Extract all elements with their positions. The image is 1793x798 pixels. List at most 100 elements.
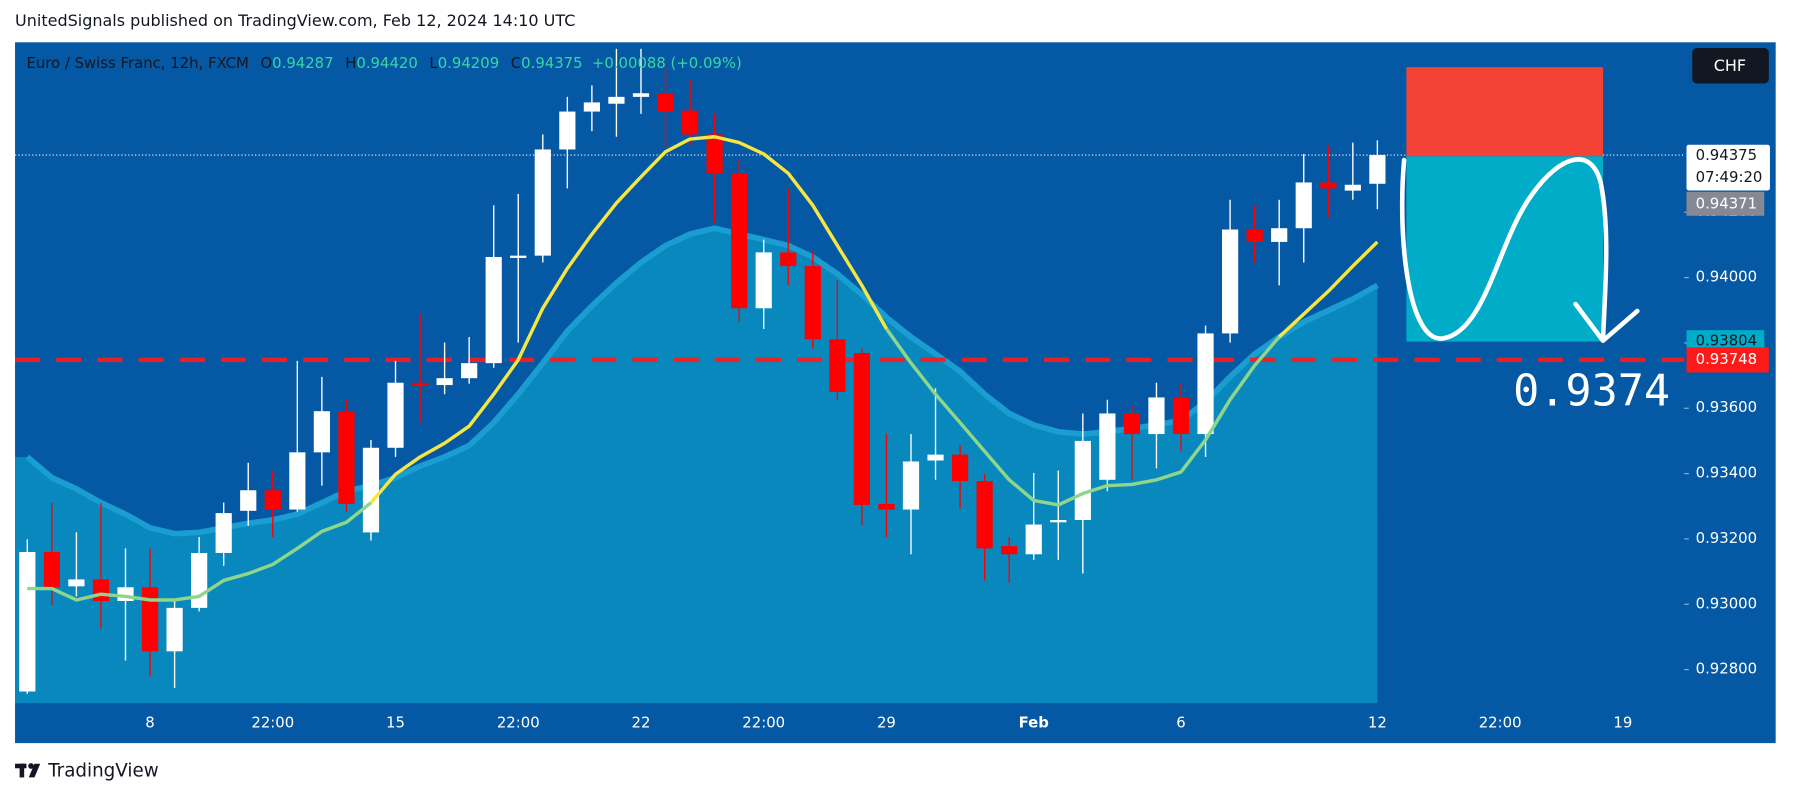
candle-body [780, 252, 797, 267]
entry-price-box [1686, 191, 1765, 216]
y-tick-label: 0.93600 [1696, 398, 1757, 416]
publisher-line: UnitedSignals published on TradingView.c… [15, 11, 575, 30]
candle-body [706, 134, 723, 174]
candle-body [485, 256, 502, 364]
legend-change: +0.00088 (+0.09%) [592, 54, 742, 72]
x-tick-label: 8 [145, 714, 154, 732]
candle-body [362, 447, 380, 533]
candle-body [1320, 182, 1337, 189]
candle-body [1295, 182, 1312, 229]
candle-body [215, 513, 232, 553]
level-price-box [1686, 347, 1769, 373]
candle-body [387, 382, 404, 448]
logo-part [19, 763, 25, 778]
legend-label: O [260, 54, 272, 72]
candle-body [338, 411, 355, 504]
target-price-box [1686, 330, 1765, 354]
currency-badge[interactable] [1692, 48, 1769, 84]
currency-label: CHF [1714, 56, 1746, 75]
last-price-label: 0.94375 [1696, 146, 1757, 164]
last-price-box [1686, 144, 1770, 191]
x-tick-label: 12 [1368, 714, 1387, 732]
candle-body [534, 149, 551, 256]
axis-layer: 0.92800 0.93000 0.93200 0.93400 0.93600 0.938… [145, 144, 1770, 732]
candle-body [927, 454, 944, 461]
drawn-arrow [1399, 157, 1609, 341]
candle-body [951, 454, 969, 482]
candle-body [1197, 333, 1214, 435]
level-annotation: 0.9374 [1513, 367, 1670, 417]
candle-body [829, 339, 846, 392]
candle-body [1099, 413, 1116, 480]
x-tick-label: 22:00 [497, 714, 540, 732]
level-layer [15, 154, 1685, 363]
candle-body [289, 452, 306, 510]
candle-body [878, 503, 895, 510]
candle-body [92, 579, 110, 602]
arrow-head [1573, 301, 1640, 343]
area-fill [15, 228, 1378, 704]
x-tick-label: 22 [632, 714, 651, 732]
ma-line [369, 135, 1379, 504]
candle-body [19, 551, 36, 692]
candle-body [632, 93, 650, 97]
candle-body [313, 411, 330, 453]
legend-label: C [511, 54, 521, 72]
brand-logo [15, 763, 41, 778]
candle-body [1025, 524, 1042, 555]
candle-body [1123, 413, 1141, 435]
candle-body [681, 110, 699, 135]
target-price-label: 0.93804 [1696, 332, 1757, 350]
legend-label: L [429, 54, 438, 72]
candle-body [731, 173, 748, 309]
candle-body [1221, 229, 1239, 334]
candle-body [1148, 397, 1165, 435]
legend-value: 0.94420 [356, 54, 417, 72]
ma-layer [27, 135, 1379, 602]
entry-price-label: 0.94371 [1696, 194, 1757, 212]
candle-body [755, 252, 772, 309]
candle-body [461, 363, 478, 379]
ma-line [27, 327, 1281, 602]
legend-symbol: Euro / Swiss Franc, 12h, FXCM [26, 54, 248, 72]
x-tick-label: 15 [386, 714, 405, 732]
x-tick-label: Feb [1019, 714, 1049, 732]
candle-body [976, 481, 993, 549]
candle-body [411, 382, 429, 387]
x-tick-label: 6 [1176, 714, 1185, 732]
candle-body [191, 552, 208, 608]
stop-zone [1406, 67, 1604, 157]
candle-body [902, 461, 920, 510]
candle-body [510, 255, 527, 258]
candle-body [1271, 228, 1288, 242]
candle-body [804, 266, 821, 340]
x-tick-label: 29 [877, 714, 896, 732]
legend-value: 0.94287 [272, 54, 333, 72]
brand-name: TradingView [47, 761, 159, 782]
y-tick-label: 0.92800 [1696, 660, 1757, 678]
candle-body [240, 490, 257, 511]
candle-body [1001, 546, 1018, 555]
x-tick-label: 22:00 [251, 714, 294, 732]
countdown-label: 07:49:20 [1696, 168, 1763, 186]
candle-body [559, 111, 576, 150]
y-tick-label: 0.93400 [1696, 464, 1757, 482]
candle-body [583, 102, 600, 112]
legend-value: 0.94209 [438, 54, 499, 72]
logo-part [28, 763, 34, 769]
level-price-label: 0.93748 [1696, 350, 1757, 368]
candle-body [1246, 229, 1263, 242]
candle-body [68, 579, 85, 587]
candle-body [608, 96, 625, 104]
y-tick-label: 0.93200 [1696, 529, 1757, 547]
candle-body [1050, 519, 1067, 523]
x-tick-label: 19 [1613, 714, 1632, 732]
legend: Euro / Swiss Franc, 12h, FXCM O0.94287 H… [26, 54, 741, 72]
logo-part [28, 763, 41, 778]
candle-body [657, 93, 674, 112]
candle-body [166, 607, 183, 652]
candle-body [853, 353, 870, 505]
candle-body [264, 490, 281, 510]
